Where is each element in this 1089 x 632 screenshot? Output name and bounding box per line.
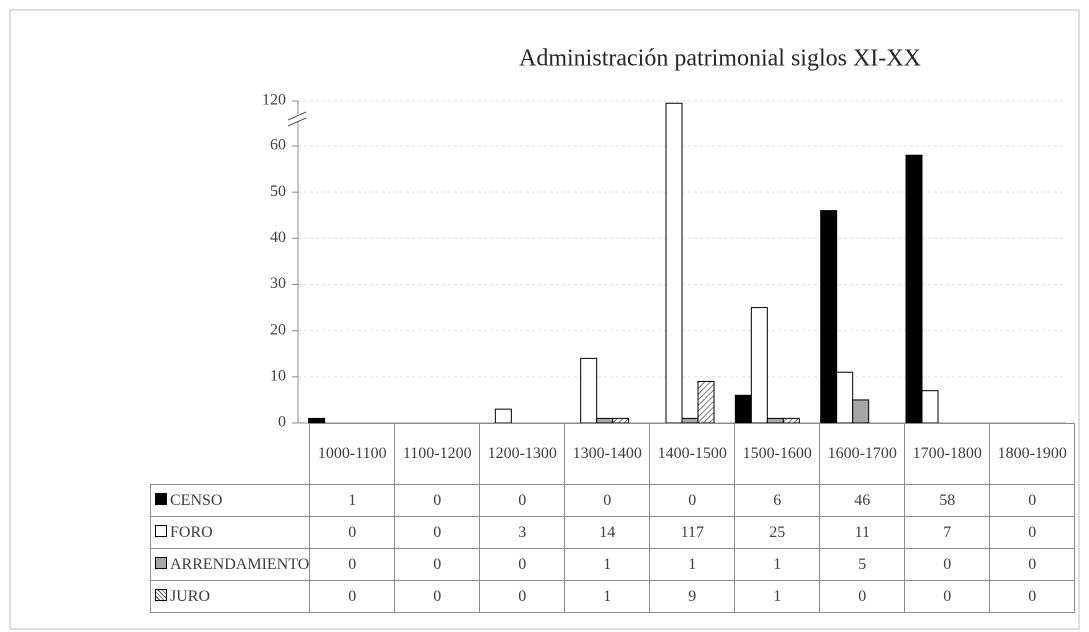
table-value: 0 <box>989 484 1076 517</box>
table-value: 117 <box>649 516 736 549</box>
legend-label: FORO <box>170 523 213 541</box>
y-tick-label: 10 <box>270 368 286 385</box>
legend-swatch <box>155 524 167 537</box>
table-value: 0 <box>989 580 1076 613</box>
table-value: 0 <box>649 484 736 517</box>
x-tick-label: 1000-1100 <box>309 423 396 485</box>
table-value: 0 <box>819 580 906 613</box>
table-value: 6 <box>734 484 821 517</box>
table-value: 0 <box>904 548 991 581</box>
x-tick-label: 1100-1200 <box>394 423 481 485</box>
legend-label: JURO <box>170 587 211 605</box>
table-value: 0 <box>309 580 396 613</box>
table-value: 1 <box>649 548 736 581</box>
table-value: 1 <box>564 580 651 613</box>
table-value: 58 <box>904 484 991 517</box>
x-tick-label: 1800-1900 <box>989 423 1076 485</box>
bar <box>580 357 598 424</box>
data-table: 1000-1100 1100-1200 1200-1300 1300-1400 1400… <box>149 423 1076 613</box>
bar <box>494 408 512 424</box>
y-tick-label: 40 <box>270 229 286 246</box>
table-value: 0 <box>989 516 1076 549</box>
table-value: 0 <box>479 580 566 613</box>
y-tick-label: 0 <box>278 414 286 431</box>
legend-cell: FORO <box>149 516 311 549</box>
table-value: 7 <box>904 516 991 549</box>
bar <box>697 380 715 424</box>
legend-swatch <box>155 492 167 505</box>
y-tick-label: 120 <box>262 92 286 109</box>
bar <box>308 417 326 424</box>
table-value: 46 <box>819 484 906 517</box>
legend-cell: CENSO <box>149 484 311 517</box>
x-tick-label: 1500-1600 <box>734 423 821 485</box>
bar <box>734 394 752 424</box>
bar <box>665 102 683 424</box>
y-tick-label: 60 <box>270 137 286 154</box>
legend-swatch <box>155 588 167 601</box>
bar <box>820 210 838 424</box>
table-value: 0 <box>479 484 566 517</box>
y-tick-label: 30 <box>270 275 286 292</box>
header-row: 1000-1100 1100-1200 1200-1300 1300-1400 1400… <box>150 423 1076 485</box>
bar <box>836 371 854 424</box>
x-tick-label: 1300-1400 <box>564 423 651 485</box>
table-value: 9 <box>649 580 736 613</box>
table-value: 0 <box>309 548 396 581</box>
table-value: 14 <box>564 516 651 549</box>
axis-break-gap <box>290 114 306 122</box>
table-row: FORO 0 0 3 14 117 25 11 7 0 <box>149 516 1076 549</box>
table-value: 0 <box>394 484 481 517</box>
table-row: ARRENDAMIENTO 0 0 0 1 1 1 5 0 0 <box>149 548 1076 581</box>
bar <box>612 417 630 424</box>
chart-title: Administración patrimonial siglos XI-XX <box>519 46 921 72</box>
x-tick-label: 1600-1700 <box>819 423 906 485</box>
table-row: JURO 0 0 0 1 9 1 0 0 0 <box>149 580 1076 613</box>
legend-label: ARRENDAMIENTO <box>170 555 310 573</box>
table-value: 1 <box>564 548 651 581</box>
axis-break <box>287 111 307 121</box>
x-tick-label: 1400-1500 <box>649 423 736 485</box>
axis-break <box>287 117 307 127</box>
table-value: 1 <box>309 484 396 517</box>
table-value: 0 <box>394 516 481 549</box>
table-value: 1 <box>734 548 821 581</box>
table-value: 0 <box>904 580 991 613</box>
y-tick-label: 50 <box>270 183 286 200</box>
table-value: 0 <box>394 548 481 581</box>
table-value: 0 <box>394 580 481 613</box>
table-value: 11 <box>819 516 906 549</box>
y-tick-label: 20 <box>270 321 286 338</box>
legend-cell: ARRENDAMIENTO <box>149 548 311 581</box>
table-value: 5 <box>819 548 906 581</box>
table-value: 0 <box>564 484 651 517</box>
bar <box>921 390 939 424</box>
x-tick-label: 1700-1800 <box>904 423 991 485</box>
chart-border <box>9 9 1080 630</box>
corner-cell <box>150 423 311 485</box>
table-value: 25 <box>734 516 821 549</box>
x-tick-label: 1200-1300 <box>479 423 566 485</box>
legend-cell: JURO <box>149 580 311 613</box>
table-value: 3 <box>479 516 566 549</box>
bar <box>852 399 870 424</box>
legend-label: CENSO <box>170 491 223 509</box>
bar <box>782 417 800 424</box>
table-value: 0 <box>989 548 1076 581</box>
bar <box>905 154 923 424</box>
table-row: CENSO 1 0 0 0 0 6 46 58 0 <box>149 484 1076 517</box>
bar <box>750 307 768 424</box>
table-value: 0 <box>479 548 566 581</box>
table-value: 0 <box>309 516 396 549</box>
table-value: 1 <box>734 580 821 613</box>
legend-swatch <box>155 556 167 569</box>
